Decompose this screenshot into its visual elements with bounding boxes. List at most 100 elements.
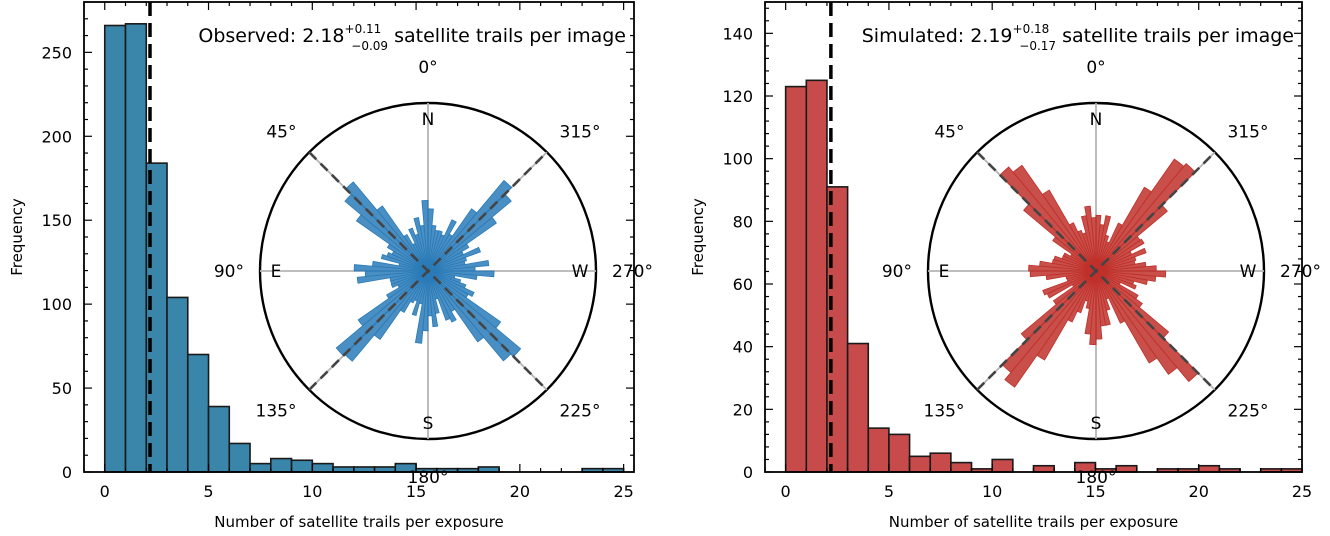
y-tick-label: 20 [733, 400, 753, 419]
histogram-bar [908, 455, 932, 473]
rose-petal [427, 270, 495, 278]
y-tick-label: 40 [733, 338, 753, 357]
x-tick-label: 5 [203, 482, 213, 501]
rose-petal [355, 214, 429, 272]
y-tick-label: 80 [733, 212, 753, 231]
rose-petal [1095, 186, 1153, 272]
histogram-bar [207, 405, 231, 473]
angle-label: 270° [612, 262, 653, 282]
dashed-direction-line [308, 151, 548, 391]
rose-petal [422, 270, 429, 332]
y-tick-label: 150 [41, 211, 72, 230]
rose-petal [427, 219, 457, 272]
compass-label: N [422, 110, 435, 130]
rose-petal [409, 270, 429, 304]
y-tick-label: 100 [41, 295, 72, 314]
rose-petal [1052, 236, 1097, 272]
y-tick-label: 140 [722, 24, 753, 43]
rose-petal [411, 270, 429, 317]
angle-label: 135° [924, 402, 965, 422]
y-tick-label: 0 [743, 463, 753, 482]
rose-petal [1095, 222, 1123, 272]
x-axis-label: Number of satellite trails per exposure [214, 513, 504, 531]
y-axis-label: Frequency [8, 198, 26, 276]
histogram-bar [269, 457, 293, 473]
histogram-panel-2: 0 5 10 15 20 25 0 20 40 60 80 100 120 140 Number of sa… [689, 1, 1321, 531]
angle-label: 315° [1228, 122, 1269, 142]
histogram-bar [1115, 464, 1138, 473]
histogram-bar [784, 85, 808, 473]
angle-label: 225° [1228, 402, 1269, 422]
histogram-bar [805, 79, 828, 473]
angle-label: 225° [560, 402, 601, 422]
rose-petal [1028, 264, 1097, 272]
x-tick-label: 20 [510, 482, 530, 501]
rose-petal [1095, 270, 1137, 290]
polar-inset: N E S W 0° 45° 90° 135° 180° 225° 270° 315° [882, 58, 1321, 488]
rose-petal [1067, 270, 1097, 323]
y-axis-label: Frequency [689, 198, 707, 276]
x-tick-label: 15 [1085, 482, 1105, 501]
rose-petal [1089, 270, 1097, 346]
angle-label: 45° [934, 122, 964, 142]
y-tick-label: 60 [733, 275, 753, 294]
compass-label: S [1091, 414, 1102, 434]
y-tick-label: 50 [52, 379, 72, 398]
rose-petal [386, 243, 429, 272]
compass-label: E [939, 262, 950, 282]
x-tick-label: 25 [1292, 482, 1312, 501]
histogram-bar [991, 458, 1014, 473]
rose-petal [427, 208, 478, 272]
rose-petal [380, 253, 429, 272]
rose-petal [427, 270, 462, 284]
y-tick-label: 200 [41, 127, 72, 146]
rose-petal [1095, 215, 1112, 272]
x-tick-label: 15 [406, 482, 426, 501]
histogram-bar [929, 452, 952, 473]
rose-petal [373, 270, 429, 341]
rose-petal [400, 270, 429, 313]
rose-petal [353, 264, 429, 272]
angle-label: 270° [1280, 262, 1321, 282]
rose-petal [1036, 270, 1097, 361]
rose-petal [427, 208, 434, 272]
histogram-bar [888, 433, 911, 473]
angle-label: 135° [256, 402, 297, 422]
y-tick-label: 100 [722, 150, 753, 169]
angle-label: 90° [214, 262, 244, 282]
annotation-text: Simulated: 2.19+0.18 −0.17 satellite trai… [862, 22, 1294, 53]
rose-petal [427, 270, 475, 297]
histogram-bar [311, 462, 334, 473]
histogram-bar [1197, 464, 1221, 473]
x-tick-label: 20 [1189, 482, 1209, 501]
rose-petal [1004, 270, 1097, 388]
x-tick-label: 0 [100, 482, 110, 501]
dashed-direction-line [976, 151, 1216, 391]
y-tick-label: 120 [722, 87, 753, 106]
angle-label: 90° [882, 262, 912, 282]
angle-label: 0° [1086, 58, 1105, 78]
histogram-bar [290, 459, 314, 473]
rose-petal [427, 270, 467, 289]
histogram-bar [103, 24, 127, 473]
annotation-text: Observed: 2.18+0.11 −0.09 satellite trail… [198, 22, 626, 53]
rose-petal [1076, 270, 1097, 314]
compass-label: E [271, 262, 282, 282]
histogram-bar [166, 296, 189, 473]
compass-label: S [423, 414, 434, 434]
histogram-bar [846, 342, 870, 473]
histogram-bar [950, 461, 973, 473]
y-tick-label: 250 [41, 43, 72, 62]
rose-petal [414, 270, 429, 344]
y-tick-label: 0 [62, 463, 72, 482]
x-tick-label: 5 [884, 482, 894, 501]
histogram-bar [124, 23, 148, 473]
rose-petal [1095, 214, 1102, 272]
x-tick-label: 0 [781, 482, 791, 501]
polar-inset: N E S W 0° 45° 90° 135° 180° 225° 270° 315° [214, 58, 653, 488]
compass-label: W [1240, 262, 1257, 282]
rose-petal [1095, 270, 1139, 300]
compass-label: W [572, 262, 589, 282]
histogram-bar [867, 427, 890, 473]
